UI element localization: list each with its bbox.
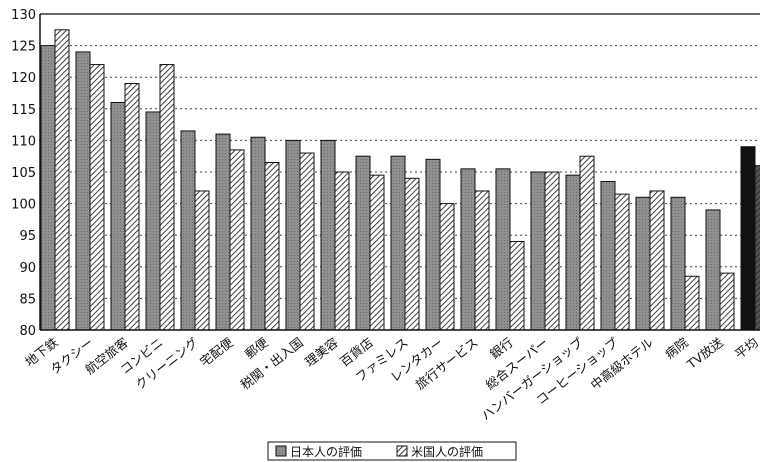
bar-japan <box>145 111 161 331</box>
bar-japan <box>110 101 126 331</box>
bar-japan <box>460 168 476 331</box>
bar-us <box>369 174 385 331</box>
legend-swatch-us <box>396 445 408 457</box>
bar-us <box>334 171 350 331</box>
x-tick-label: 宅配便 <box>197 334 236 369</box>
y-tick-label: 80 <box>19 324 36 339</box>
y-tick-label: 115 <box>11 103 36 118</box>
bar-us <box>684 275 700 331</box>
bar-japan <box>635 196 651 331</box>
bar-japan <box>705 209 721 331</box>
x-tick-label: 理美容 <box>302 335 341 370</box>
bar-us <box>159 64 175 331</box>
bar-us <box>299 152 315 331</box>
y-tick-label: 120 <box>11 71 36 86</box>
bar-us <box>124 83 140 331</box>
legend-swatch-japan <box>275 445 287 457</box>
bar-japan <box>530 171 546 331</box>
y-tick-label: 130 <box>11 8 36 23</box>
bar-japan <box>285 139 301 331</box>
y-tick-label: 95 <box>19 229 36 244</box>
bar-japan <box>215 133 231 331</box>
bar-japan <box>495 168 511 331</box>
bar-us <box>404 177 420 331</box>
bar-japan <box>355 155 371 331</box>
legend-label-japan: 日本人の評価 <box>290 444 362 459</box>
bar-us <box>194 190 210 331</box>
legend-label-us: 米国人の評価 <box>411 444 483 459</box>
bar-us <box>754 165 760 331</box>
bar-japan <box>75 51 91 331</box>
bar-us <box>614 193 630 331</box>
bar-japan <box>565 174 581 331</box>
bar-japan <box>670 196 686 331</box>
x-tick-label: TV放送 <box>683 334 726 372</box>
legend: 日本人の評価 米国人の評価 <box>267 441 517 461</box>
y-tick-label: 85 <box>19 292 36 307</box>
y-tick-label: 90 <box>19 261 36 276</box>
bar-us <box>579 155 595 331</box>
bar-us <box>474 190 490 331</box>
legend-box <box>267 441 517 461</box>
y-tick-label: 100 <box>11 198 36 213</box>
bar-us <box>719 272 735 331</box>
bar-japan <box>320 139 336 331</box>
bar-japan <box>250 136 266 331</box>
bar-japan <box>390 155 406 331</box>
y-tick-labels: 80 85 90 95 100 105 110 115 120 125 130 <box>11 8 36 339</box>
bar-japan <box>600 180 616 331</box>
bar-us <box>509 241 525 331</box>
bar-us <box>439 203 455 331</box>
bar-japan <box>180 130 196 331</box>
bar-japan <box>40 45 56 331</box>
bar-us <box>649 190 665 331</box>
y-tick-label: 125 <box>11 40 36 55</box>
axes <box>39 13 760 331</box>
bar-us <box>229 149 245 331</box>
bars <box>40 29 760 331</box>
y-tick-label: 110 <box>11 134 36 149</box>
bar-japan <box>425 158 441 331</box>
bar-us <box>264 162 280 331</box>
bar-japan <box>740 146 756 331</box>
bar-us <box>544 171 560 331</box>
bar-us <box>89 64 105 331</box>
x-tick-label: 税関・出入国 <box>237 335 305 393</box>
x-tick-label: 平均 <box>732 335 760 362</box>
bar-us <box>54 29 70 331</box>
y-tick-label: 105 <box>11 166 36 181</box>
